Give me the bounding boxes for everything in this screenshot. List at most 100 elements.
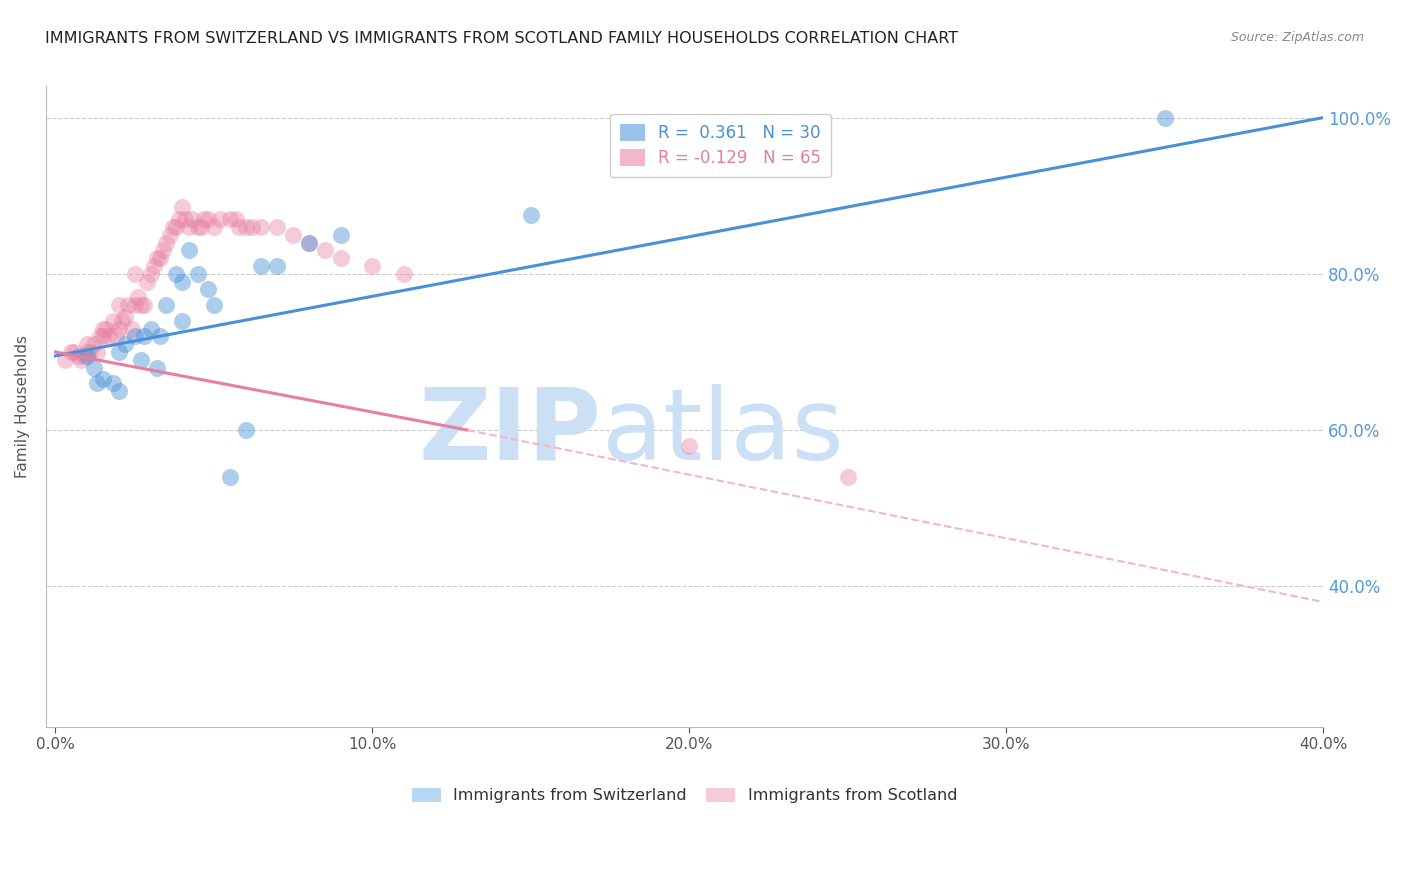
Point — [98, 329, 121, 343]
Point — [165, 267, 187, 281]
Point — [235, 423, 257, 437]
Point — [142, 259, 165, 273]
Point — [174, 212, 197, 227]
Point — [114, 337, 136, 351]
Point — [520, 208, 543, 222]
Point — [121, 321, 143, 335]
Point — [108, 345, 131, 359]
Point — [69, 352, 91, 367]
Point — [329, 251, 352, 265]
Point — [180, 212, 202, 227]
Point — [225, 212, 247, 227]
Point — [202, 219, 225, 234]
Point — [266, 219, 288, 234]
Point — [104, 329, 127, 343]
Point — [76, 345, 98, 359]
Point — [111, 314, 134, 328]
Point — [124, 267, 146, 281]
Point — [190, 219, 212, 234]
Point — [86, 376, 108, 391]
Point — [66, 349, 89, 363]
Point — [392, 267, 415, 281]
Point — [329, 227, 352, 242]
Text: IMMIGRANTS FROM SWITZERLAND VS IMMIGRANTS FROM SCOTLAND FAMILY HOUSEHOLDS CORREL: IMMIGRANTS FROM SWITZERLAND VS IMMIGRANT… — [45, 31, 957, 46]
Point — [91, 321, 114, 335]
Point — [155, 235, 177, 250]
Point — [101, 376, 124, 391]
Point — [167, 212, 190, 227]
Point — [129, 352, 152, 367]
Point — [152, 244, 174, 258]
Point — [197, 212, 219, 227]
Y-axis label: Family Households: Family Households — [15, 335, 30, 478]
Point — [177, 219, 200, 234]
Point — [209, 212, 232, 227]
Point — [60, 345, 83, 359]
Point — [114, 310, 136, 324]
Point — [361, 259, 384, 273]
Point — [91, 329, 114, 343]
Point — [89, 329, 111, 343]
Point — [250, 259, 273, 273]
Point — [228, 219, 250, 234]
Point — [134, 329, 156, 343]
Point — [218, 212, 240, 227]
Point — [314, 244, 336, 258]
Point — [139, 321, 162, 335]
Point — [73, 349, 96, 363]
Point — [172, 201, 194, 215]
Point — [283, 227, 305, 242]
Point — [136, 275, 159, 289]
Point — [159, 227, 181, 242]
Text: ZIP: ZIP — [419, 384, 602, 481]
Point — [146, 360, 169, 375]
Point — [298, 235, 321, 250]
Point — [53, 352, 76, 367]
Point — [76, 337, 98, 351]
Point — [83, 337, 105, 351]
Point — [218, 470, 240, 484]
Text: atlas: atlas — [602, 384, 844, 481]
Point — [202, 298, 225, 312]
Point — [139, 267, 162, 281]
Point — [101, 314, 124, 328]
Point — [250, 219, 273, 234]
Point — [86, 345, 108, 359]
Point — [108, 298, 131, 312]
Point — [63, 345, 86, 359]
Text: Source: ZipAtlas.com: Source: ZipAtlas.com — [1230, 31, 1364, 45]
Point — [235, 219, 257, 234]
Point — [76, 349, 98, 363]
Point — [96, 321, 118, 335]
Point — [187, 219, 209, 234]
Point — [124, 329, 146, 343]
Point — [678, 439, 700, 453]
Point — [134, 298, 156, 312]
Point — [298, 235, 321, 250]
Point — [172, 314, 194, 328]
Point — [117, 298, 139, 312]
Point — [124, 298, 146, 312]
Point — [240, 219, 263, 234]
Point — [83, 360, 105, 375]
Point — [155, 298, 177, 312]
Point — [91, 372, 114, 386]
Point — [193, 212, 215, 227]
Point — [127, 290, 149, 304]
Point — [149, 329, 172, 343]
Point — [129, 298, 152, 312]
Point — [177, 244, 200, 258]
Point — [266, 259, 288, 273]
Point — [187, 267, 209, 281]
Point — [1153, 111, 1175, 125]
Legend: Immigrants from Switzerland, Immigrants from Scotland: Immigrants from Switzerland, Immigrants … — [404, 780, 965, 812]
Point — [837, 470, 859, 484]
Point — [172, 275, 194, 289]
Point — [108, 384, 131, 398]
Point — [162, 219, 184, 234]
Point — [149, 251, 172, 265]
Point — [79, 345, 101, 359]
Point — [146, 251, 169, 265]
Point — [108, 321, 131, 335]
Point — [197, 283, 219, 297]
